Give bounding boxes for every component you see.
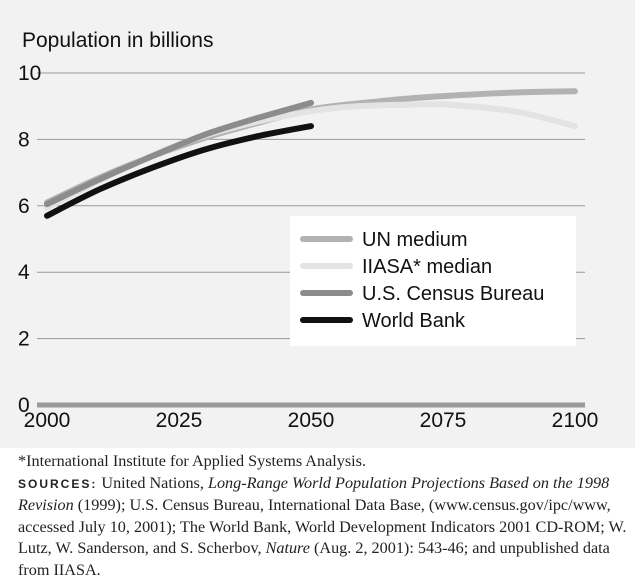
- chart-area: Population in billions 0 2 4 6 8 10 2000 2025 2…: [0, 0, 635, 448]
- series-line-iiasa-median: [44, 101, 578, 211]
- series-line-world-bank: [44, 123, 314, 219]
- x-tick-labels: 2000 2025 2050 2075 2100: [24, 409, 599, 432]
- y-axis-title: Population in billions: [22, 29, 213, 52]
- legend-label-world-bank: World Bank: [362, 310, 466, 332]
- x-tick-label: 2075: [420, 409, 467, 432]
- x-tick-label: 2100: [552, 409, 599, 432]
- y-tick-label: 6: [18, 195, 30, 218]
- x-tick-label: 2050: [288, 409, 335, 432]
- series-lines: [44, 88, 578, 219]
- y-tick-label: 10: [18, 62, 41, 85]
- legend-label-u-s-census-bureau: U.S. Census Bureau: [362, 283, 544, 305]
- y-tick-label: 0: [18, 394, 30, 417]
- sources-label: SOURCES:: [18, 476, 98, 491]
- legend-label-iiasa-median: IIASA* median: [362, 256, 492, 278]
- y-tick-labels: 0 2 4 6 8 10: [18, 62, 41, 417]
- sources-text: SOURCES: United Nations, Long-Range Worl…: [18, 473, 627, 579]
- gridlines: [37, 72, 585, 408]
- x-tick-label: 2025: [156, 409, 203, 432]
- footnote: *International Institute for Applied Sys…: [18, 452, 366, 470]
- y-tick-label: 8: [18, 128, 30, 151]
- x-tick-label: 2000: [24, 409, 71, 432]
- y-tick-label: 4: [18, 261, 30, 284]
- series-line-u-s-census-bureau: [44, 99, 314, 208]
- y-tick-label: 2: [18, 328, 30, 351]
- legend-label-un-medium: UN medium: [362, 229, 468, 251]
- source-notes: *International Institute for Applied Sys…: [18, 451, 628, 581]
- legend: UN medium IIASA* median U.S. Census Bureau…: [290, 216, 576, 346]
